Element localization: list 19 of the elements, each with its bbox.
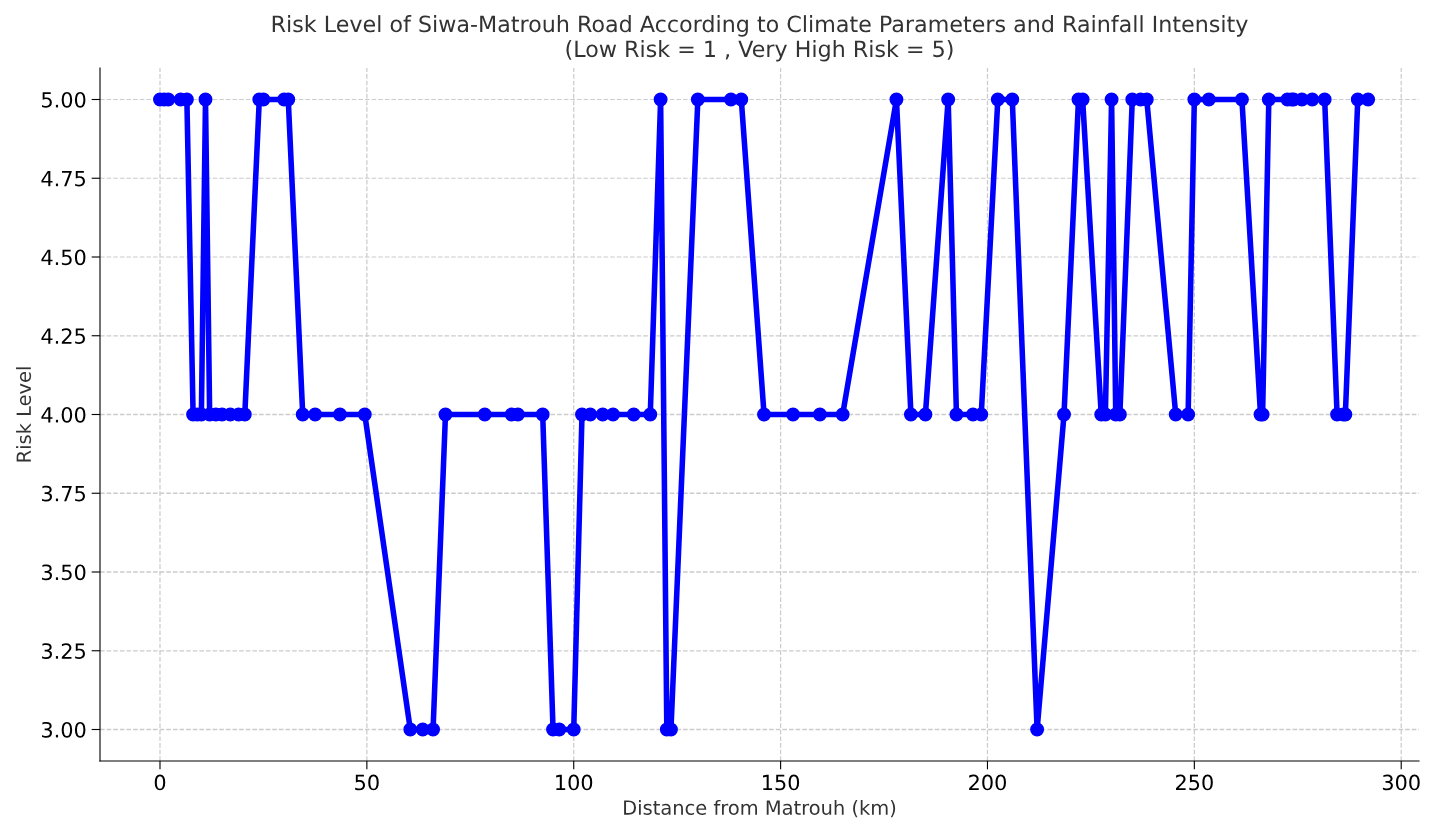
x-tick-label: 0 (154, 774, 166, 791)
x-tick-label: 100 (556, 774, 593, 791)
x-tick-label: 200 (969, 774, 1006, 791)
y-tick-label: 3.00 (42, 721, 86, 738)
y-axis-title: Risk Level (16, 367, 32, 462)
x-tick-label: 50 (355, 774, 379, 791)
y-tick-label: 3.75 (42, 485, 85, 502)
x-axis-title: Distance from Matrouh (km) (624, 799, 896, 818)
y-tick-label: 4.00 (41, 406, 86, 423)
y-tick-label: 4.75 (41, 170, 85, 187)
x-tick-label: 300 (1382, 774, 1420, 791)
y-tick-label: 3.50 (42, 564, 86, 581)
y-tick-label: 4.50 (41, 249, 86, 266)
y-tick-label: 3.25 (42, 643, 85, 659)
chart-title: Risk Level of Siwa-Matrouh Road According to Climate Parameters and Rainfall Intensity (Low Risk = 1 , Very High Risk = 5) (272, 15, 1248, 62)
y-tick-label: 4.25 (41, 328, 85, 344)
x-tick-label: 250 (1175, 774, 1213, 791)
x-tick-label: 150 (763, 774, 800, 791)
y-tick-label: 5.00 (42, 91, 86, 108)
